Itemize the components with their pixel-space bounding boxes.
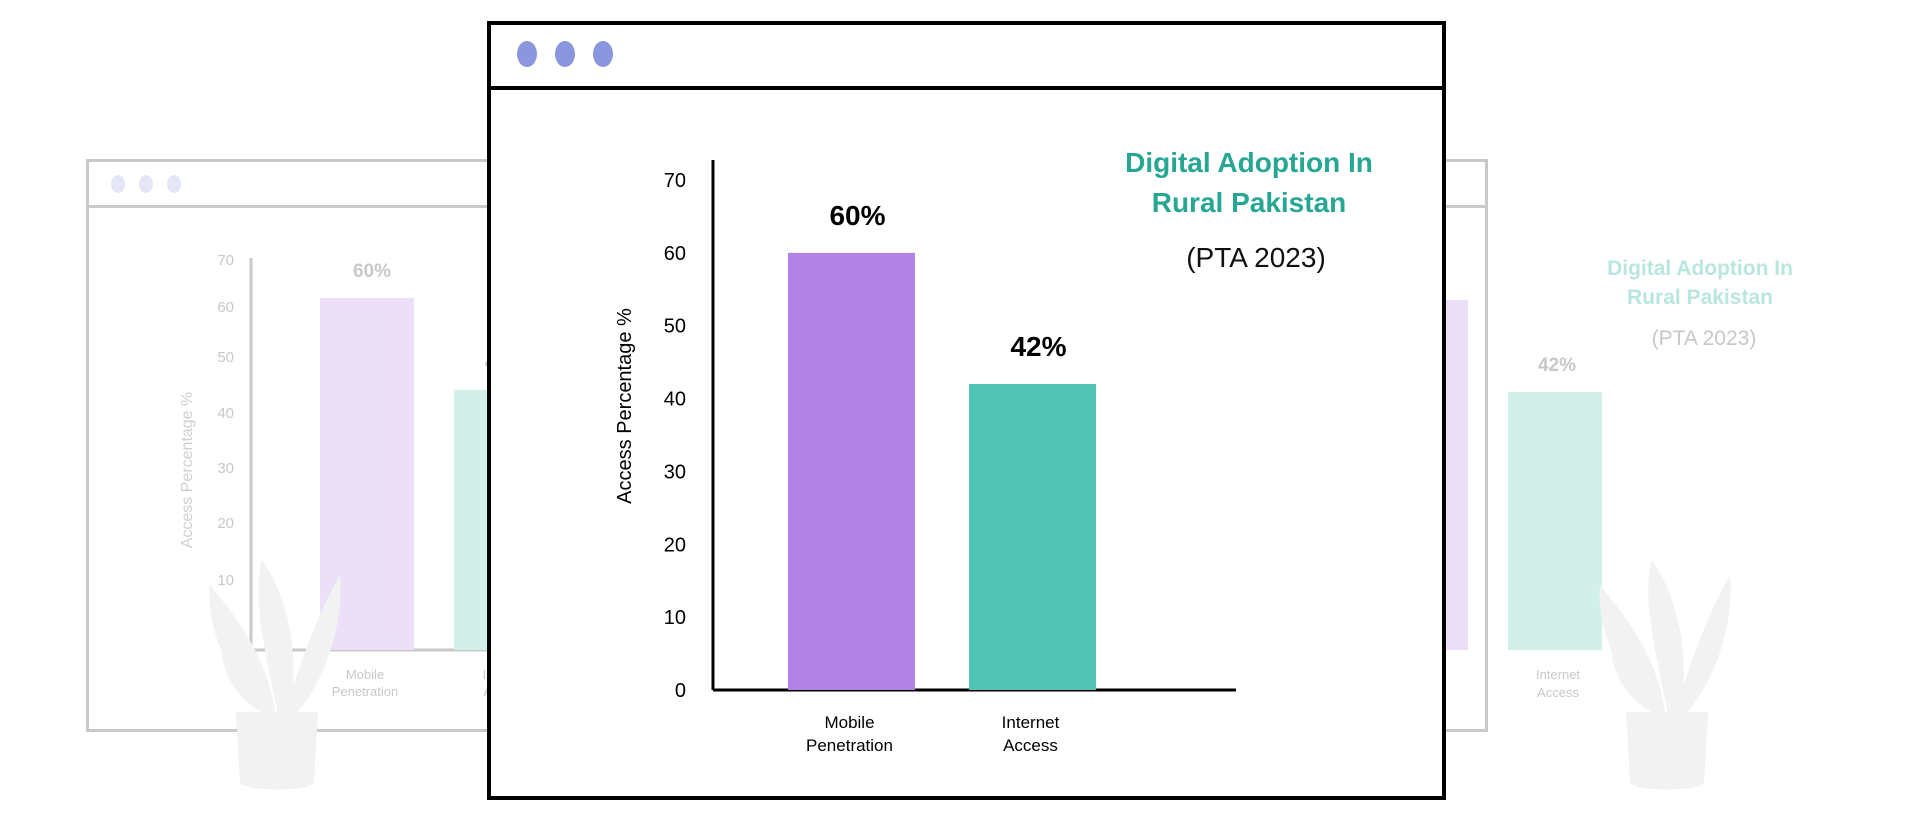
data-label: 42% <box>1010 331 1066 362</box>
y-tick-label: 10 <box>664 607 686 629</box>
bg-left-ytick: 10 <box>217 572 234 589</box>
window-dot-icon <box>111 175 125 193</box>
y-ticks: 0 10 20 30 40 50 60 70 <box>664 170 686 702</box>
bg-right-title-line: Rural Pakistan <box>1627 286 1773 309</box>
y-axis-label: Access Percentage % <box>614 308 636 504</box>
window-dot-icon <box>517 41 537 67</box>
x-categories: Mobile Penetration Internet Access <box>806 713 1060 755</box>
bg-left-ytick: 60 <box>217 299 234 316</box>
y-tick-label: 0 <box>675 680 686 702</box>
bars <box>788 252 1096 690</box>
bg-right-bar-internet <box>1508 392 1602 650</box>
bg-right-category: Access <box>1537 685 1579 700</box>
y-tick-label: 70 <box>664 170 686 192</box>
main-window: Digital Adoption In Rural Pakistan (PTA … <box>487 21 1446 800</box>
bg-right-category: Internet <box>1536 667 1580 682</box>
bg-left-ytick: 70 <box>217 252 234 269</box>
chart-title-line: Rural Pakistan <box>1152 187 1347 218</box>
bg-left-category: Penetration <box>332 684 399 699</box>
chart-subtitle: (PTA 2023) <box>1186 242 1326 273</box>
main-window-titlebar <box>491 25 1442 90</box>
bar-mobile-penetration <box>788 252 915 690</box>
bg-left-bar-label: 60% <box>353 261 391 282</box>
bg-left-category: Mobile <box>346 667 384 682</box>
bg-left-ytick: 30 <box>217 460 234 477</box>
bg-right-bar-label: 42% <box>1538 355 1576 376</box>
x-category-label: Access <box>1003 736 1058 755</box>
plant-left-icon <box>209 560 341 790</box>
y-tick-label: 20 <box>664 534 686 556</box>
y-tick-label: 30 <box>664 461 686 483</box>
x-category-label: Penetration <box>806 736 893 755</box>
chart-title-line: Digital Adoption In <box>1125 147 1373 178</box>
bar-internet-access <box>969 384 1096 690</box>
window-dot-icon <box>555 41 575 67</box>
plant-right-icon <box>1599 560 1731 790</box>
window-dot-icon <box>593 41 613 67</box>
bg-right-title-line: Digital Adoption In <box>1607 257 1793 280</box>
x-category-label: Internet <box>1002 713 1060 732</box>
x-category-label: Mobile <box>824 713 874 732</box>
y-tick-label: 60 <box>664 243 686 265</box>
data-label: 60% <box>829 200 885 231</box>
window-dot-icon <box>167 175 181 193</box>
data-labels: 60% 42% <box>829 200 1066 362</box>
y-tick-label: 40 <box>664 389 686 411</box>
bg-right-bar-mobile <box>1446 300 1468 650</box>
main-chart: Digital Adoption In Rural Pakistan (PTA … <box>614 147 1373 755</box>
window-dot-icon <box>139 175 153 193</box>
bg-left-ylabel: Access Percentage % <box>179 392 196 549</box>
bg-left-ytick: 20 <box>217 515 234 532</box>
y-tick-label: 50 <box>664 316 686 338</box>
bg-right-subtitle: (PTA 2023) <box>1652 327 1757 350</box>
bg-left-ytick: 50 <box>217 349 234 366</box>
bg-left-ytick: 40 <box>217 405 234 422</box>
